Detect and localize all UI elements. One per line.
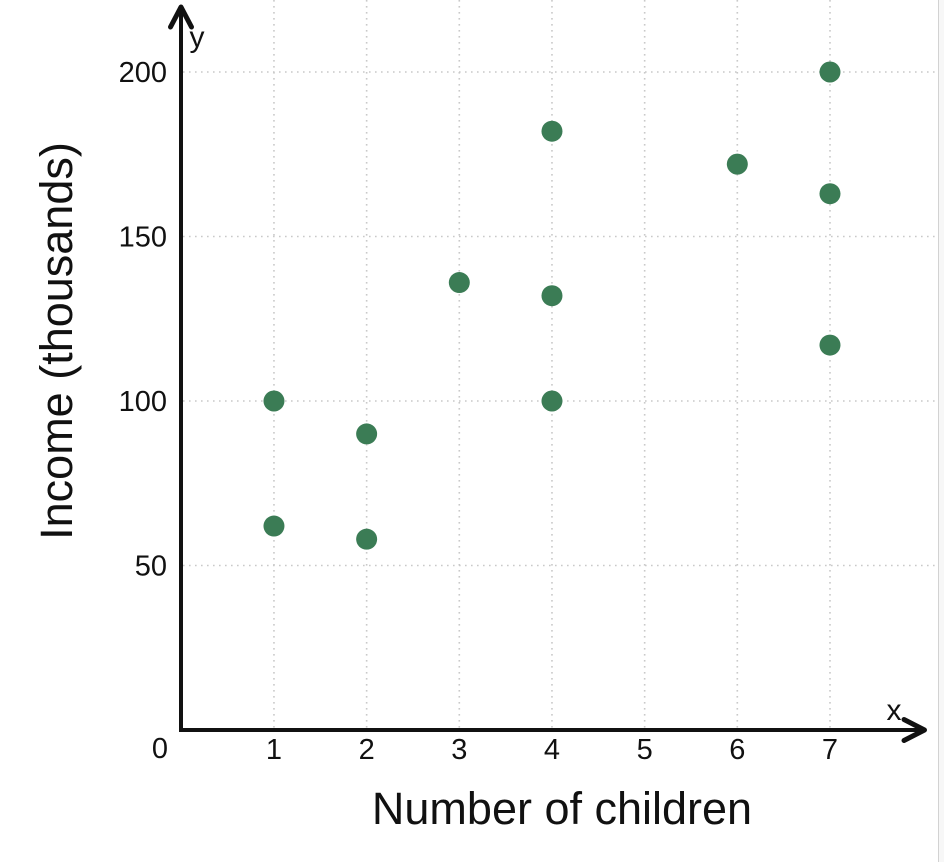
x-tick-label-1: 1 <box>266 734 282 766</box>
x-tick-label-4: 4 <box>544 734 560 766</box>
data-point-4-100 <box>541 390 563 412</box>
y-axis-tick-labels: 50 100 150 200 <box>119 57 167 583</box>
x-axis-title: Number of children <box>372 783 752 834</box>
x-tick-label-5: 5 <box>637 734 653 766</box>
vertical-gridlines <box>273 0 831 728</box>
data-point-7-163 <box>819 183 841 205</box>
data-point-1-62 <box>263 515 285 537</box>
x-tick-label-2: 2 <box>359 734 375 766</box>
data-point-1-100 <box>263 390 285 412</box>
y-axis-title: Income (thousands) <box>31 142 82 540</box>
y-axis-letter: y <box>190 21 205 54</box>
x-axis-tick-labels: 1 2 3 4 5 6 7 <box>266 734 838 766</box>
data-point-3-136 <box>448 272 470 294</box>
y-axis-arrow-icon <box>168 4 194 30</box>
data-point-4-182 <box>541 120 563 142</box>
x-tick-label-3: 3 <box>451 734 467 766</box>
data-points <box>263 61 841 550</box>
origin-label: 0 <box>152 733 168 765</box>
y-tick-label-100: 100 <box>119 386 167 418</box>
horizontal-gridlines <box>183 71 938 567</box>
y-tick-label-50: 50 <box>135 551 167 583</box>
x-tick-label-6: 6 <box>729 734 745 766</box>
scrollbar-track[interactable] <box>938 0 944 862</box>
y-tick-label-150: 150 <box>119 222 167 254</box>
data-point-4-132 <box>541 285 563 307</box>
data-point-7-117 <box>819 334 841 356</box>
data-point-7-200 <box>819 61 841 83</box>
x-tick-label-7: 7 <box>822 734 838 766</box>
data-point-2-58 <box>356 528 378 550</box>
x-axis-letter: x <box>887 694 902 727</box>
y-tick-label-200: 200 <box>119 57 167 89</box>
x-axis-arrow-icon <box>901 717 927 743</box>
data-point-6-172 <box>726 153 748 175</box>
data-point-2-90 <box>356 423 378 445</box>
